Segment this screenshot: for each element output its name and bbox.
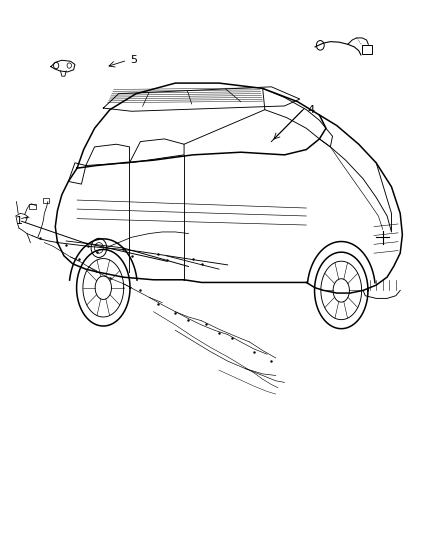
Bar <box>362 45 372 54</box>
Bar <box>43 198 49 203</box>
Text: 5: 5 <box>131 55 138 65</box>
Text: 1: 1 <box>15 216 22 227</box>
Bar <box>29 204 35 209</box>
Text: 4: 4 <box>307 104 314 115</box>
